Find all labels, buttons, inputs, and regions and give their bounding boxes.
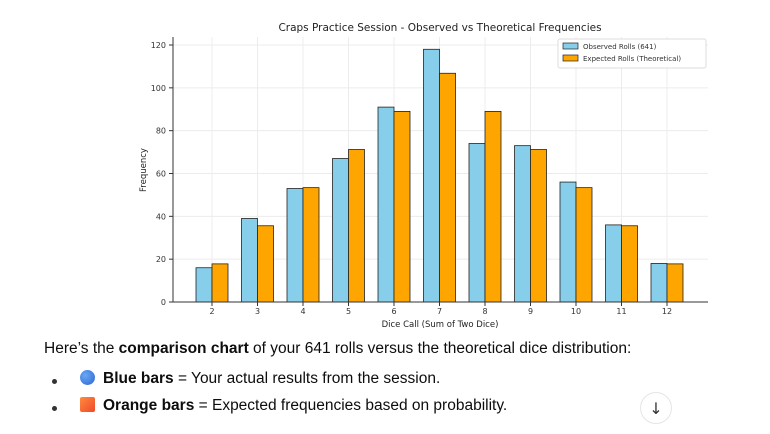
bar-expected-6 xyxy=(393,110,411,303)
bar-observed-12 xyxy=(650,263,668,303)
intro-text: Here’s the comparison chart of your 641 … xyxy=(44,340,631,358)
x-tick-label: 6 xyxy=(391,307,396,316)
bar-observed-8 xyxy=(468,143,486,303)
x-tick-label: 3 xyxy=(255,307,260,316)
x-tick-label: 7 xyxy=(437,307,442,316)
arrow-down-icon: ↓ xyxy=(649,398,663,418)
intro-bold: comparison chart xyxy=(118,340,249,357)
bar-observed-11 xyxy=(605,224,622,303)
bullet xyxy=(52,379,57,384)
item-text: = Your actual results from the session. xyxy=(173,370,441,387)
bar-observed-2 xyxy=(195,267,213,303)
blue-circle-icon xyxy=(80,370,95,385)
x-axis-label: Dice Call (Sum of Two Dice) xyxy=(382,320,499,330)
bar-expected-12 xyxy=(666,263,684,303)
x-tick-label: 11 xyxy=(616,307,626,316)
chart-title: Craps Practice Session - Observed vs The… xyxy=(278,22,601,34)
item-text: = Expected frequencies based on probabil… xyxy=(194,397,508,414)
bar-observed-7 xyxy=(423,48,440,303)
bar-observed-3 xyxy=(241,218,258,303)
list-item-orange: Orange bars = Expected frequencies based… xyxy=(80,397,507,415)
bar-observed-9 xyxy=(514,145,531,303)
bar-expected-9 xyxy=(530,149,547,303)
y-axis-label: Frequency xyxy=(139,148,149,192)
y-tick-label: 80 xyxy=(156,127,166,136)
bar-expected-5 xyxy=(348,149,365,303)
legend-label: Observed Rolls (641) xyxy=(583,43,657,51)
y-tick-label: 0 xyxy=(161,298,166,307)
orange-square-icon xyxy=(80,397,95,412)
bar-observed-6 xyxy=(377,106,395,303)
scroll-down-button[interactable]: ↓ xyxy=(640,392,672,424)
bar-expected-2 xyxy=(211,263,229,303)
bar-expected-4 xyxy=(302,187,320,303)
legend-swatch xyxy=(562,54,579,62)
bar-expected-3 xyxy=(257,225,274,303)
item-bold: Orange bars xyxy=(103,397,195,414)
bar-expected-8 xyxy=(484,110,502,303)
bullet xyxy=(52,406,57,411)
bar-expected-10 xyxy=(575,187,593,303)
list-item-blue: Blue bars = Your actual results from the… xyxy=(80,370,440,388)
y-tick-label: 120 xyxy=(151,41,166,50)
bar-observed-4 xyxy=(286,188,304,303)
item-bold: Blue bars xyxy=(103,370,174,387)
y-tick-label: 100 xyxy=(151,84,166,93)
bar-chart: 0 20 40 60 80 100 120 2 3 4 5 6 7 8 9 10 11 12 Craps Pract… xyxy=(139,22,708,330)
bar-observed-5 xyxy=(332,158,349,303)
legend-label: Expected Rolls (Theoretical) xyxy=(583,55,681,63)
bar-expected-11 xyxy=(621,225,638,303)
x-tick-label: 4 xyxy=(300,307,305,316)
legend-swatch xyxy=(562,42,579,50)
x-tick-label: 12 xyxy=(662,307,672,316)
x-tick-label: 2 xyxy=(209,307,214,316)
x-tick-label: 5 xyxy=(346,307,351,316)
y-tick-label: 60 xyxy=(156,170,166,179)
x-tick-label: 10 xyxy=(571,307,581,316)
legend-box xyxy=(557,38,707,69)
bar-expected-7 xyxy=(439,72,456,303)
y-tick-label: 20 xyxy=(156,255,166,264)
intro-post: of your 641 rolls versus the theoretical… xyxy=(248,340,632,357)
x-tick-label: 9 xyxy=(528,307,533,316)
bar-observed-10 xyxy=(559,181,577,303)
intro-pre: Here’s the xyxy=(44,340,119,357)
y-tick-label: 40 xyxy=(156,212,166,221)
x-tick-label: 8 xyxy=(482,307,487,316)
